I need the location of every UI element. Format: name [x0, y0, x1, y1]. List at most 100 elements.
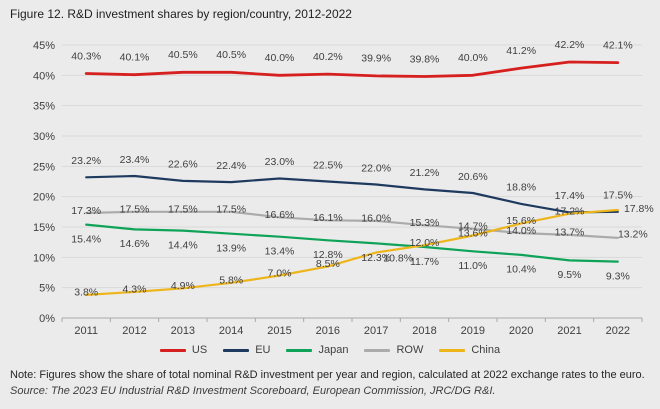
- data-label-japan: 11.0%: [458, 260, 487, 272]
- data-label-china: 5.8%: [219, 275, 243, 287]
- series-line-china: [85, 208, 619, 296]
- legend-label-eu: EU: [255, 344, 271, 356]
- data-label-japan: 12.8%: [313, 249, 343, 261]
- y-tick-label: 5%: [39, 283, 55, 295]
- data-label-row: 17.5%: [120, 204, 150, 216]
- data-label-row: 16.1%: [313, 212, 343, 224]
- x-tick-label: 2022: [606, 325, 630, 337]
- data-label-eu: 22.5%: [313, 159, 343, 171]
- x-tick-label: 2020: [509, 325, 533, 337]
- x-tick-label: 2011: [74, 325, 98, 337]
- data-label-eu: 17.5%: [603, 190, 633, 202]
- x-tick-label: 2016: [316, 325, 340, 337]
- data-label-row: 16.0%: [361, 213, 391, 225]
- y-tick-label: 0%: [39, 313, 55, 325]
- data-label-japan: 14.6%: [120, 238, 150, 250]
- legend-label-row: ROW: [396, 344, 424, 356]
- data-label-eu: 23.4%: [120, 154, 150, 166]
- data-label-row: 14.0%: [506, 225, 536, 237]
- figure-source: Source: The 2023 EU Industrial R&D Inves…: [10, 385, 496, 397]
- x-tick-label: 2019: [461, 325, 485, 337]
- data-label-china: 4.9%: [171, 280, 195, 292]
- data-label-china: 8.5%: [316, 258, 340, 270]
- x-tick-label: 2017: [364, 325, 388, 337]
- series-line-row: [85, 210, 619, 239]
- data-label-china: 4.3%: [123, 284, 147, 296]
- data-label-china: 10.8%: [383, 252, 413, 264]
- legend-label-us: US: [191, 344, 208, 356]
- line-chart-canvas: 0% 5% 10% 15% 20% 25% 30% 35% 40% 45% 2011 2012 2013…: [33, 39, 654, 337]
- data-label-row: 16.6%: [265, 209, 295, 221]
- data-label-eu: 23.0%: [265, 156, 295, 168]
- data-label-eu: 22.6%: [168, 159, 198, 171]
- series-line-us: [84, 60, 620, 78]
- figure-note: Note: Figures show the share of total no…: [10, 369, 645, 381]
- data-label-japan: 9.5%: [558, 269, 582, 281]
- data-label-japan: 15.4%: [71, 233, 101, 245]
- x-tick-label: 2012: [122, 325, 146, 337]
- data-label-china: 13.6%: [458, 227, 488, 239]
- legend-label-china: China: [471, 344, 501, 356]
- x-tick-label: 2021: [557, 325, 581, 337]
- x-tick-label: 2018: [412, 325, 436, 337]
- data-label-us: 39.9%: [361, 53, 391, 65]
- y-tick-label: 25%: [33, 161, 55, 173]
- data-label-china: 3.8%: [74, 287, 98, 299]
- data-label-us: 40.2%: [313, 51, 343, 63]
- data-label-japan: 14.4%: [168, 239, 198, 251]
- legend-swatch-china: [439, 348, 466, 352]
- x-tick-label: 2014: [219, 325, 243, 337]
- x-tick-label: 2013: [171, 325, 195, 337]
- legend-swatch-eu: [223, 348, 250, 352]
- data-label-row: 14.7%: [458, 221, 488, 233]
- data-label-row: 13.2%: [618, 229, 648, 241]
- data-label-eu: 22.0%: [361, 162, 391, 174]
- data-label-china: 12.0%: [410, 237, 440, 249]
- data-label-eu: 20.6%: [458, 171, 488, 183]
- data-label-eu: 22.4%: [216, 160, 246, 172]
- legend-swatch-row: [364, 348, 391, 352]
- legend-item-us: US: [159, 344, 208, 356]
- legend-swatch-us: [159, 348, 186, 352]
- figure-title: Figure 12. R&D investment shares by regi…: [10, 7, 352, 21]
- legend-item-eu: EU: [223, 344, 270, 356]
- data-label-eu: 17.4%: [555, 190, 585, 202]
- legend-item-china: China: [439, 344, 500, 356]
- data-label-row: 17.5%: [168, 204, 198, 216]
- data-label-row: 13.7%: [555, 227, 585, 239]
- y-tick-label: 45%: [33, 40, 55, 52]
- legend-item-row: ROW: [364, 344, 423, 356]
- legend-item-japan: Japan: [286, 344, 348, 356]
- data-label-japan: 9.3%: [606, 270, 630, 282]
- x-tick-label: 2015: [267, 325, 291, 337]
- data-label-row: 17.5%: [216, 204, 246, 216]
- y-tick-label: 15%: [33, 222, 55, 234]
- series-line-eu: [85, 174, 619, 214]
- y-tick-label: 40%: [33, 70, 55, 82]
- legend-label-japan: Japan: [318, 344, 349, 356]
- data-label-us: 40.1%: [120, 52, 150, 64]
- data-label-eu: 23.2%: [71, 155, 101, 167]
- data-label-china: 7.0%: [268, 267, 292, 279]
- data-label-china: 17.8%: [624, 203, 654, 215]
- data-label-china: 17.2%: [555, 205, 585, 217]
- data-label-us: 42.2%: [555, 39, 585, 51]
- data-label-japan: 11.7%: [410, 256, 439, 268]
- data-label-row: 15.3%: [410, 217, 440, 229]
- data-label-us: 41.2%: [506, 45, 536, 57]
- series-line-japan: [85, 223, 619, 263]
- legend-swatch-japan: [286, 348, 313, 352]
- data-label-japan: 13.4%: [265, 245, 295, 257]
- data-label-japan: 10.4%: [506, 264, 536, 276]
- data-label-eu: 21.2%: [410, 167, 440, 179]
- data-label-us: 40.0%: [265, 52, 295, 64]
- data-label-us: 42.1%: [603, 39, 633, 51]
- data-label-us: 40.5%: [168, 49, 198, 61]
- data-label-japan: 12.3%: [361, 252, 391, 264]
- y-tick-label: 10%: [33, 252, 55, 264]
- data-label-us: 39.8%: [410, 53, 440, 65]
- data-label-us: 40.0%: [458, 52, 488, 64]
- chart-legend: US EU Japan ROW China: [0, 344, 660, 356]
- data-label-eu: 18.8%: [506, 182, 536, 194]
